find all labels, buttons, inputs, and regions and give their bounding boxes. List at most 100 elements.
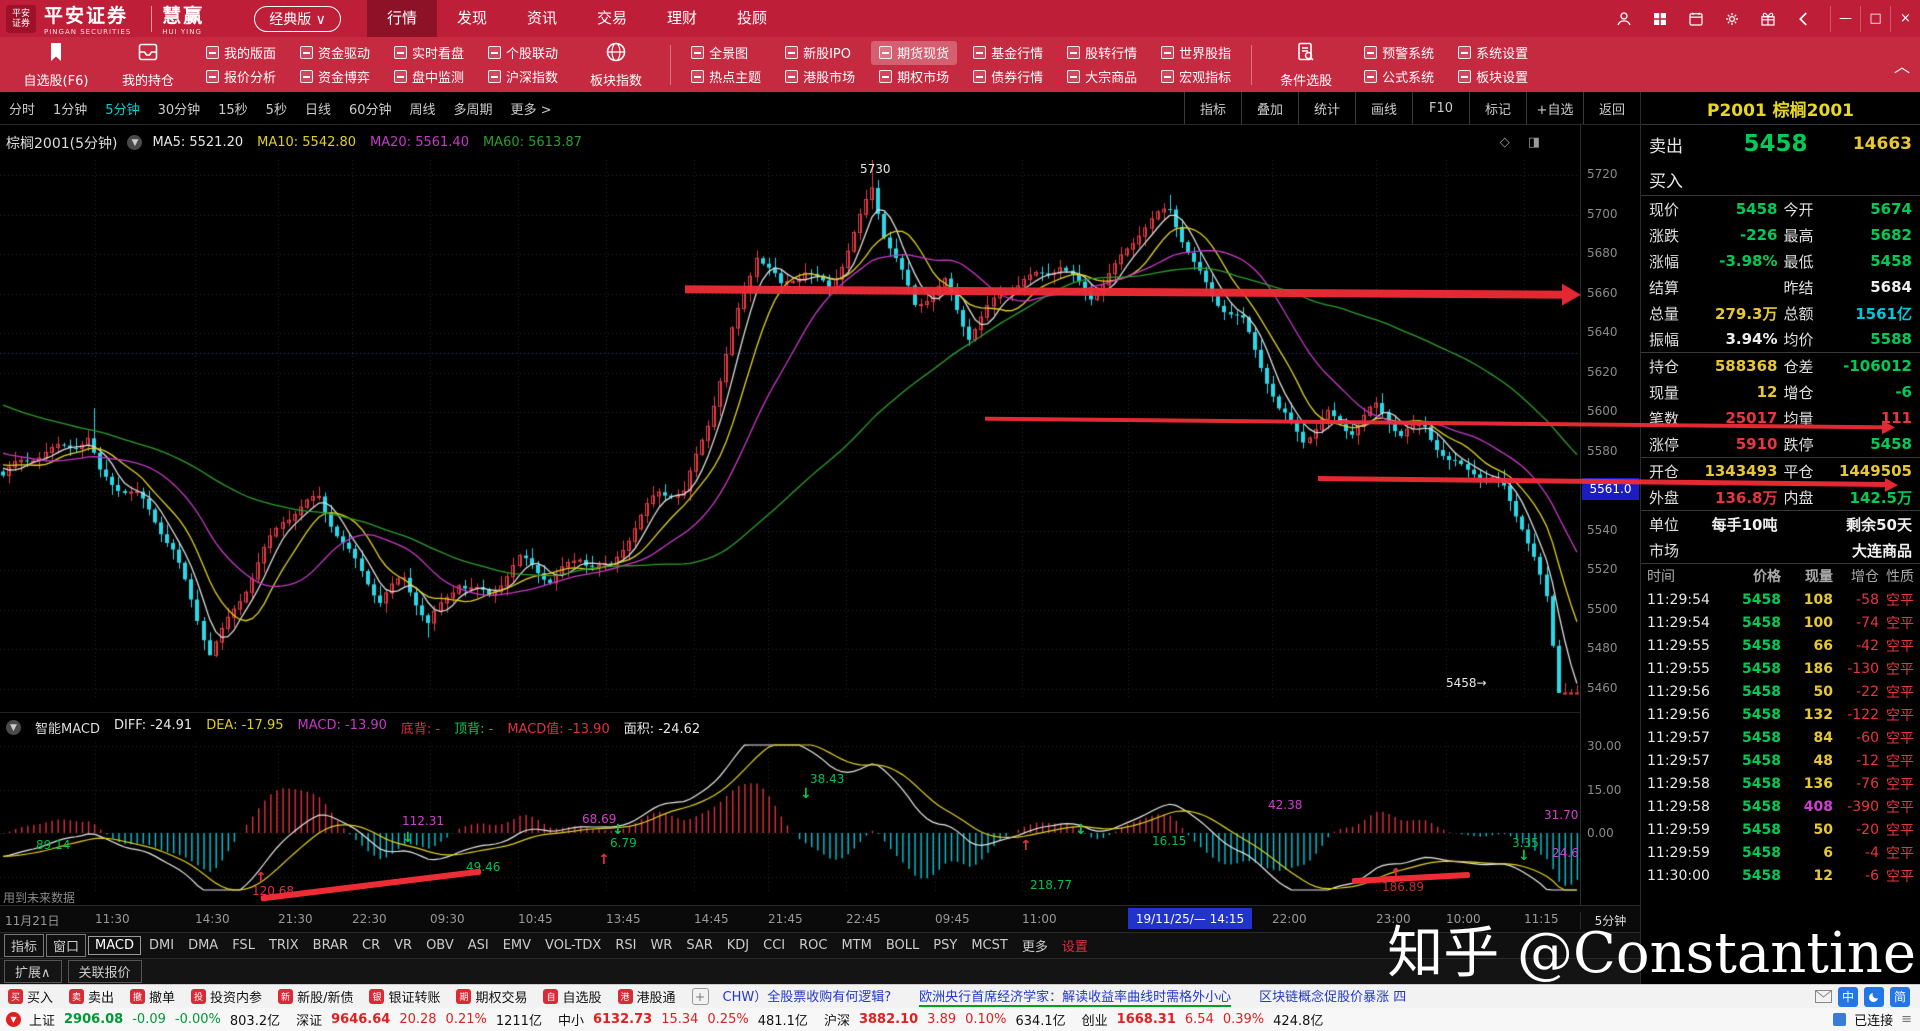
period-日线[interactable]: 日线	[304, 102, 331, 118]
index-深证[interactable]: 深证 9646.64 20.28 0.21% 1211亿	[296, 1010, 542, 1029]
indicator-tab-MTM[interactable]: MTM	[841, 938, 872, 953]
indicator-tab-设置[interactable]: 设置	[1061, 940, 1088, 955]
ribbon-item-个股联动[interactable]: 个股联动	[480, 41, 566, 65]
ribbon-item-我的版面[interactable]: 我的版面	[198, 41, 284, 65]
indicator-tab-CCI[interactable]: CCI	[763, 938, 786, 953]
menu-item-理财[interactable]: 理财	[667, 9, 698, 27]
period-更多 >[interactable]: 更多 >	[510, 102, 552, 118]
shortcut-自选股[interactable]: 自自选股	[543, 987, 602, 1006]
chevron-down-icon[interactable]: ▼	[127, 135, 143, 150]
ribbon-item-我的持仓[interactable]: 我的持仓	[102, 37, 194, 92]
sell-row[interactable]: 卖出 5458 14663	[1649, 131, 1912, 157]
language-toggle-button[interactable]: 中	[1838, 986, 1858, 1007]
indicator-tab-WR[interactable]: WR	[650, 938, 673, 953]
shortcut-撤单[interactable]: 撤撤单	[130, 987, 175, 1006]
user-icon[interactable]	[1614, 9, 1634, 29]
night-mode-button[interactable]	[1864, 986, 1884, 1007]
ribbon-item-基金行情[interactable]: 基金行情	[965, 41, 1051, 65]
index-沪深[interactable]: 沪深 3882.10 3.89 0.10% 634.1亿	[824, 1010, 1066, 1029]
indicator-tab-EMV[interactable]: EMV	[502, 938, 532, 953]
news-headline[interactable]: CHW）全股票收购有何逻辑?	[722, 990, 892, 1005]
simplified-chinese-button[interactable]: 简	[1890, 986, 1910, 1007]
tape-row[interactable]: 11:29:58 5458 408 -390 空平	[1641, 795, 1920, 818]
period-分时[interactable]: 分时	[9, 102, 36, 118]
ribbon-item-公式系统[interactable]: 公式系统	[1356, 65, 1442, 89]
tape-row[interactable]: 11:29:59 5458 6 -4 空平	[1641, 841, 1920, 864]
indicator-tab-SAR[interactable]: SAR	[686, 938, 713, 953]
add-shortcut-button[interactable]: +	[691, 988, 709, 1005]
ribbon-item-期货现货[interactable]: 期货现货	[871, 40, 958, 65]
ribbon-item-资金驱动[interactable]: 资金驱动	[292, 41, 378, 65]
grid-icon[interactable]	[1650, 9, 1670, 29]
maximize-button[interactable]: □	[1860, 5, 1890, 32]
menu-item-投顾[interactable]: 投顾	[737, 9, 768, 27]
indicator-tab-指标[interactable]: 指标	[4, 934, 45, 957]
gear-icon[interactable]	[1722, 9, 1742, 29]
tape-row[interactable]: 11:29:54 5458 108 -58 空平	[1641, 588, 1920, 611]
ribbon-item-板块指数[interactable]: 板块指数	[570, 37, 662, 92]
menu-item-资讯[interactable]: 资讯	[526, 9, 557, 27]
gift-icon[interactable]	[1758, 9, 1778, 29]
ribbon-item-系统设置[interactable]: 系统设置	[1450, 41, 1536, 65]
shortcut-港股通[interactable]: 港港股通	[617, 987, 676, 1006]
tape-row[interactable]: 11:29:56 5458 132 -122 空平	[1641, 703, 1920, 726]
period-多周期[interactable]: 多周期	[453, 102, 493, 118]
shortcut-期权交易[interactable]: 期期权交易	[456, 987, 527, 1006]
tool-F10[interactable]: F10	[1412, 92, 1469, 124]
indicator-tab-PSY[interactable]: PSY	[933, 938, 958, 953]
indicator-tab-DMI[interactable]: DMI	[149, 938, 175, 953]
tool-+自选[interactable]: +自选	[1526, 92, 1583, 124]
ribbon-item-报价分析[interactable]: 报价分析	[198, 65, 284, 89]
indicator-tab-BRAR[interactable]: BRAR	[312, 938, 349, 953]
period-周线[interactable]: 周线	[409, 102, 436, 118]
index-创业[interactable]: 创业 1668.31 6.54 0.39% 424.8亿	[1082, 1010, 1324, 1029]
calendar-icon[interactable]	[1686, 9, 1706, 29]
ribbon-item-港股市场[interactable]: 港股市场	[777, 65, 863, 89]
period-30分钟[interactable]: 30分钟	[157, 102, 201, 118]
buy-row[interactable]: 买入	[1649, 171, 1683, 192]
tape-row[interactable]: 11:29:54 5458 100 -74 空平	[1641, 611, 1920, 634]
candlestick-chart[interactable]	[0, 160, 1580, 700]
tape-row[interactable]: 11:29:59 5458 50 -20 空平	[1641, 818, 1920, 841]
news-headline[interactable]: 区块链概念促股价暴涨 四	[1259, 990, 1407, 1005]
ribbon-collapse-button[interactable]: ︿	[1893, 56, 1910, 76]
indicator-tab-RSI[interactable]: RSI	[615, 938, 637, 953]
split-view-icon[interactable]: ◨	[1527, 135, 1540, 150]
ribbon-item-大宗商品[interactable]: 大宗商品	[1059, 65, 1145, 89]
ribbon-item-条件选股[interactable]: 条件选股	[1260, 37, 1352, 92]
tape-row[interactable]: 11:29:58 5458 136 -76 空平	[1641, 772, 1920, 795]
indicator-tab-更多[interactable]: 更多	[1021, 940, 1048, 955]
tool-统计[interactable]: 统计	[1298, 92, 1355, 124]
macd-chart[interactable]	[0, 742, 1580, 893]
indicator-tab-窗口[interactable]: 窗口	[46, 934, 87, 957]
symbol-header[interactable]: P2001 棕榈2001	[1641, 92, 1920, 125]
tape-row[interactable]: 11:29:57 5458 48 -12 空平	[1641, 749, 1920, 772]
ribbon-item-盘中监测[interactable]: 盘中监测	[386, 65, 472, 89]
ribbon-item-宏观指标[interactable]: 宏观指标	[1153, 65, 1239, 89]
tape-row[interactable]: 11:30:00 5458 12 -6 空平	[1641, 864, 1920, 887]
indicator-tab-ASI[interactable]: ASI	[467, 938, 489, 953]
indicator-tab-KDJ[interactable]: KDJ	[726, 938, 750, 953]
menu-item-交易[interactable]: 交易	[596, 9, 627, 27]
ribbon-item-预警系统[interactable]: 预警系统	[1356, 41, 1442, 65]
period-5分钟[interactable]: 5分钟	[105, 102, 140, 118]
indicator-tab-TRIX[interactable]: TRIX	[268, 938, 299, 953]
tool-返回[interactable]: 返回	[1583, 92, 1640, 124]
indicator-tab-ROC[interactable]: ROC	[799, 938, 828, 953]
index-中小[interactable]: 中小 6132.73 15.34 0.25% 481.1亿	[558, 1010, 808, 1029]
indicator-tab-FSL[interactable]: FSL	[232, 938, 255, 953]
period-15秒[interactable]: 15秒	[218, 102, 248, 118]
shortcut-投资内参[interactable]: 投投资内参	[191, 987, 262, 1006]
news-headline[interactable]: 欧洲央行首席经济学家：解读收益率曲线时需格外小心	[919, 986, 1232, 1007]
back-arrow-icon[interactable]	[1794, 9, 1814, 29]
extend-cell-关联报价[interactable]: 关联报价	[67, 960, 142, 983]
shortcut-卖出[interactable]: 卖卖出	[69, 987, 114, 1006]
indicator-tab-VOL-TDX[interactable]: VOL-TDX	[545, 938, 602, 953]
tool-叠加[interactable]: 叠加	[1241, 92, 1298, 124]
menu-item-行情[interactable]: 行情	[366, 0, 437, 37]
indicator-tab-VR[interactable]: VR	[394, 938, 413, 953]
tool-画线[interactable]: 画线	[1355, 92, 1412, 124]
shortcut-新股/新债[interactable]: 新新股/新债	[278, 987, 353, 1006]
ribbon-item-实时看盘[interactable]: 实时看盘	[386, 41, 472, 65]
ribbon-item-新股IPO[interactable]: 新股IPO	[777, 41, 863, 65]
